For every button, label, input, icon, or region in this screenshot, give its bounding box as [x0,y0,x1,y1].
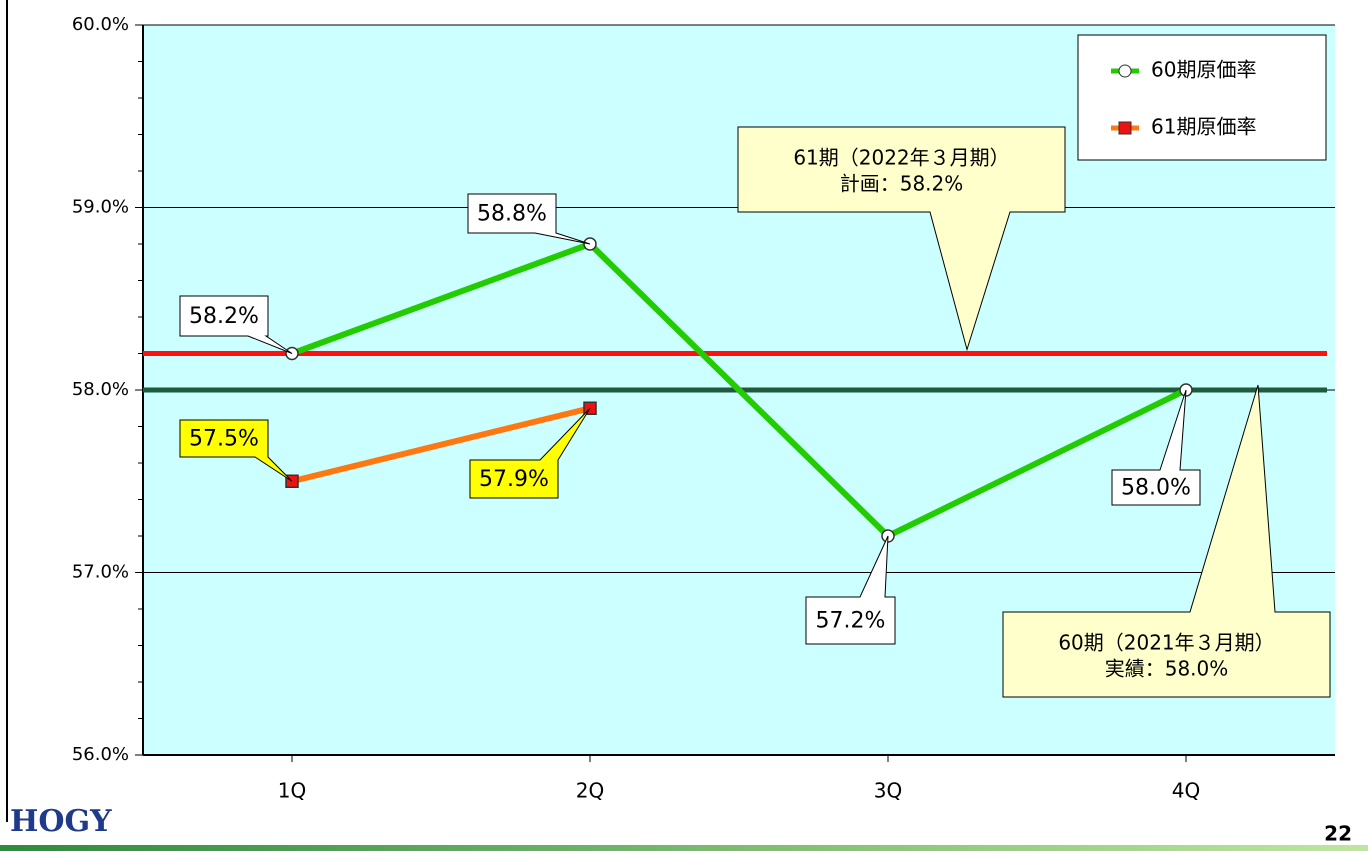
footer-bar [0,845,1368,851]
label-box [805,535,896,645]
legend-box [1077,34,1327,161]
series-line [291,405,591,485]
y-tick-label: 57.0% [72,562,129,583]
data-label: 58.8% [477,202,547,227]
x-tick-label: 4Q [1172,779,1200,803]
callout-box [1002,384,1331,698]
callout-text: 実績：58.0% [1105,657,1229,681]
chart: 56.0% 57.0% 58.0% 59.0% 60.0% 1Q 2Q 3Q 4Q 58.2% 58… [72,14,1335,803]
callout-text: 計画：58.2% [840,172,964,196]
y-tick-label: 56.0% [72,744,129,765]
y-tick-label: 58.0% [72,379,129,400]
data-label: 57.9% [479,467,549,492]
series-line [290,240,1188,540]
data-label: 58.0% [1121,476,1191,501]
label-box [469,407,591,499]
data-label: 57.5% [189,427,259,452]
callout-text: 60期（2021年３月期） [1058,631,1274,655]
x-tick-label: 2Q [576,779,604,803]
data-label: 58.2% [189,304,259,329]
label-box [179,419,293,482]
label-box [1111,389,1201,506]
label-box [467,193,591,245]
callout-box [737,126,1066,352]
legend-label: 61期原価率 [1151,115,1256,139]
x-tick-label: 1Q [278,779,306,803]
page-number: 22 [1324,822,1352,846]
callout-text: 61期（2022年３月期） [793,146,1009,170]
x-tick-label: 3Q [874,779,902,803]
legend-marker [1118,64,1132,78]
logo: HOGY [10,804,112,839]
legend-marker [1118,121,1132,135]
data-label: 57.2% [816,609,886,634]
label-box [179,295,293,354]
y-tick-label: 59.0% [72,197,129,218]
y-tick-label: 60.0% [72,14,129,35]
legend-label: 60期原価率 [1151,58,1256,82]
